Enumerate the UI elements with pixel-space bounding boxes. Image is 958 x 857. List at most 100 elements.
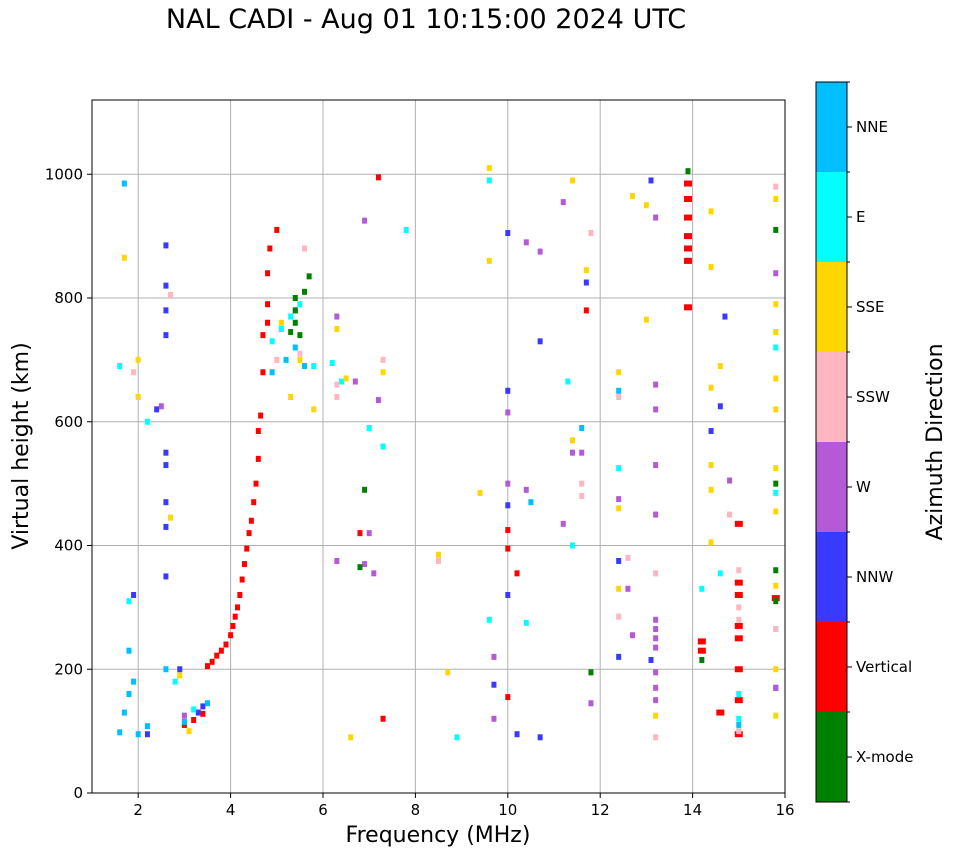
x-tick-label: 16 (775, 801, 794, 819)
echo-point-nne (135, 731, 141, 738)
colorbar-tick-label: NNW (856, 568, 893, 586)
echo-point-nne (121, 709, 127, 716)
echo-point-e (297, 301, 303, 308)
echo-point-nnw (200, 703, 206, 710)
x-tick-label: 12 (591, 801, 610, 819)
echo-point-sse (436, 551, 441, 558)
echo-point-sse (583, 267, 589, 274)
echo-point-nnw (195, 709, 201, 716)
echo-point-sse (445, 669, 451, 676)
echo-point-nnw (505, 230, 511, 237)
colorbar-segment (816, 442, 847, 532)
echo-point-e (338, 378, 344, 385)
echo-point-vertical (232, 613, 238, 620)
echo-point-vertical (683, 257, 692, 264)
echo-point-nnw (144, 731, 150, 738)
echo-point-ssw (736, 604, 742, 611)
echo-point-nnw (163, 523, 169, 530)
echo-point-w (491, 653, 497, 660)
echo-point-w (653, 462, 659, 469)
echo-point-sse (773, 329, 779, 336)
echo-point-vertical (697, 638, 706, 645)
echo-point-vertical (683, 180, 692, 187)
echo-point-vertical (200, 710, 206, 717)
y-tick-label: 600 (54, 413, 83, 431)
echo-point-ssw (579, 493, 585, 499)
echo-point-vertical (375, 174, 381, 181)
echo-point-nnw (514, 731, 520, 738)
x-tick-label: 6 (318, 801, 328, 819)
echo-point-ssw (579, 480, 585, 487)
grid (92, 100, 785, 793)
echo-point-w (491, 715, 497, 722)
echo-point-w (630, 632, 636, 639)
echo-point-vertical (218, 647, 224, 654)
echo-point-vertical (253, 480, 259, 487)
x-tick-label: 10 (498, 801, 517, 819)
echo-point-e (117, 363, 123, 370)
echo-point-ssw (736, 567, 742, 574)
echo-point-x-mode (288, 329, 294, 336)
echo-point-nne (205, 700, 210, 707)
echo-point-vertical (734, 697, 743, 704)
echo-point-nnw (163, 282, 169, 289)
echo-point-sse (630, 192, 636, 199)
echo-point-nnw (154, 406, 160, 413)
echo-point-e (380, 443, 386, 450)
echo-point-vertical (734, 579, 743, 586)
echo-point-nne (163, 666, 169, 673)
echo-point-x-mode (773, 567, 779, 574)
echo-point-vertical (716, 709, 725, 716)
echo-point-vertical (734, 731, 743, 738)
echo-point-e (486, 616, 492, 623)
echo-point-nne (528, 499, 534, 506)
chart-title: NAL CADI - Aug 01 10:15:00 2024 UTC (165, 4, 687, 35)
echo-point-nne (126, 691, 132, 697)
echo-point-ssw (625, 554, 631, 561)
echo-point-ssw (727, 511, 733, 518)
echo-point-w (523, 239, 529, 246)
colorbar-tick-label: NNE (856, 118, 888, 136)
echo-point-nnw (537, 338, 543, 345)
echo-point-w (505, 480, 511, 487)
echo-point-sse (653, 712, 659, 719)
echo-point-w (653, 214, 659, 221)
echo-point-ssw (380, 356, 386, 363)
y-tick-label: 200 (54, 660, 83, 678)
echo-point-vertical (239, 576, 245, 583)
echo-point-vertical (248, 517, 254, 524)
echo-point-nnw (177, 666, 183, 673)
echo-point-e (773, 489, 779, 496)
echo-point-sse (616, 505, 622, 512)
echo-point-w (560, 199, 566, 206)
echo-point-w (352, 378, 358, 385)
echo-point-vertical (357, 530, 363, 537)
echo-point-w (366, 530, 372, 537)
echo-points (117, 165, 780, 741)
echo-point-sse (135, 394, 141, 400)
echo-point-sse (708, 208, 714, 215)
colorbar-tick-label: Vertical (856, 658, 912, 676)
echo-point-w (362, 561, 368, 568)
echo-point-nnw (722, 313, 728, 320)
echo-point-nnw (131, 592, 137, 598)
colorbar-segment (816, 82, 847, 172)
echo-point-e (565, 378, 571, 385)
echo-point-sse (708, 462, 714, 469)
echo-point-w (773, 684, 779, 691)
echo-point-sse (643, 316, 649, 323)
echo-point-vertical (223, 641, 229, 648)
echo-point-nnw (163, 332, 169, 339)
echo-point-vertical (260, 332, 266, 339)
echo-point-nne (292, 344, 298, 351)
echo-point-w (158, 403, 164, 410)
x-axis-label: Frequency (MHz) (346, 823, 531, 848)
echo-point-nnw (505, 387, 511, 394)
echo-point-w (523, 486, 529, 493)
echo-point-vertical (734, 592, 743, 598)
echo-point-nne (121, 180, 127, 187)
echo-point-ssw (274, 356, 280, 363)
echo-point-vertical (380, 715, 386, 722)
echo-point-nne (269, 369, 275, 376)
